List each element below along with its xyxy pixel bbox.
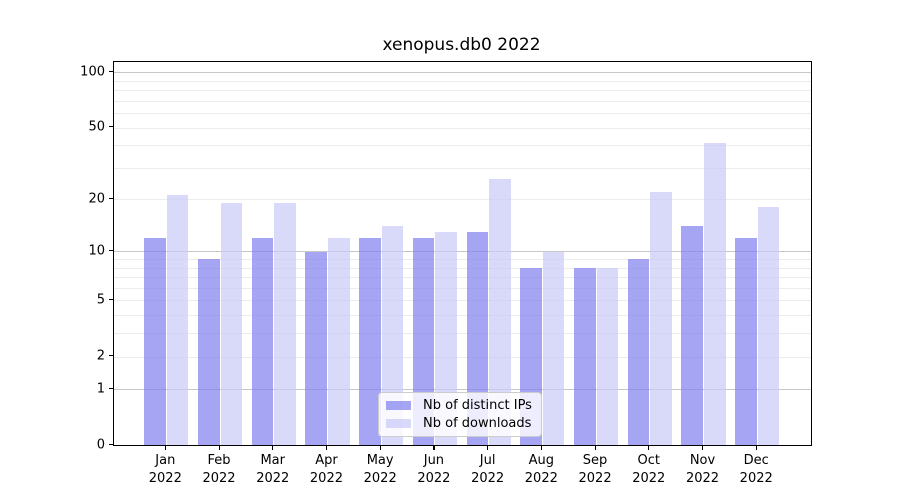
x-tick-label: Feb 2022 [202,453,236,487]
gridline-major [114,251,811,253]
bar-downloads [704,143,726,445]
plot-area [113,61,812,446]
bar-distinct-ips [735,238,757,445]
bar-distinct-ips [573,267,596,445]
gridline-minor [114,300,811,302]
x-tick-mark [433,445,435,450]
gridline-minor [114,100,811,102]
y-tick-label: 20 [88,191,105,207]
legend-swatch-downloads [386,419,411,428]
gridline-minor [114,127,811,129]
bar-distinct-ips [305,251,327,445]
y-tick-mark [109,355,113,357]
gridline-minor [114,80,811,82]
gridline-minor [114,277,811,279]
gridline-minor [114,113,811,115]
x-tick-label: Jun 2022 [417,453,451,487]
y-tick-mark [109,126,113,128]
bar-distinct-ips [144,238,166,445]
y-tick-label: 1 [96,381,105,397]
x-tick-mark [487,445,489,450]
gridline-minor [114,167,811,169]
x-tick-label: Sep 2022 [578,453,612,487]
gridline-minor [114,315,811,317]
y-tick-label: 100 [80,64,105,80]
bar-downloads [327,238,350,445]
bar-distinct-ips [627,259,650,445]
gridline-minor [114,199,811,201]
x-tick-label: Apr 2022 [309,453,343,487]
legend-item-distinct-ips: Nb of distinct IPs [386,398,534,413]
bar-downloads [596,267,619,445]
legend-item-downloads: Nb of downloads [386,416,534,431]
bar-distinct-ips [681,226,703,445]
bar-distinct-ips [466,232,489,445]
x-tick-mark [540,445,543,450]
x-tick-mark [755,445,757,450]
y-tick-label: 50 [88,119,105,135]
gridline-minor [114,267,811,269]
chart-title: xenopus.db0 2022 [382,35,541,55]
y-tick-mark [109,443,113,445]
x-tick-label: Aug 2022 [524,453,558,487]
y-tick-mark [109,249,113,252]
x-tick-label: Nov 2022 [685,453,720,487]
y-tick-mark [109,197,113,199]
gridline-minor [114,145,811,147]
x-tick-label: Dec 2022 [739,453,773,487]
bar-distinct-ips [197,259,220,445]
y-tick-label: 10 [88,243,105,259]
bar-downloads [220,203,243,445]
y-tick-mark [109,387,113,389]
bar-downloads [166,195,189,445]
x-tick-label: Mar 2022 [256,453,290,487]
y-tick-label: 5 [96,292,105,308]
x-tick-mark [594,445,596,450]
bar-downloads [757,207,780,445]
x-tick-mark [218,445,220,450]
bar-distinct-ips [251,238,274,445]
gridline-major [114,389,811,391]
bar-downloads [274,203,296,445]
x-tick-label: Jul 2022 [471,453,505,487]
x-tick-mark [702,445,704,450]
y-tick-label: 2 [96,348,105,364]
x-tick-mark [325,445,328,450]
x-tick-label: Oct 2022 [632,453,666,487]
gridline-minor [114,259,811,261]
gridline-minor [114,288,811,290]
gridline-major [114,72,811,74]
y-tick-label: 0 [96,437,105,453]
gridline-minor [114,356,811,358]
x-tick-mark [272,445,274,450]
bar-downloads [381,226,404,445]
legend: Nb of distinct IPs Nb of downloads [378,392,542,437]
legend-label-distinct-ips: Nb of distinct IPs [423,398,532,413]
legend-swatch-distinct-ips [386,401,411,410]
bar-downloads [650,191,672,445]
gridline-minor [114,333,811,335]
bar-downloads [489,178,511,445]
x-tick-label: May 2022 [363,453,397,487]
x-tick-mark [648,445,650,450]
bar-distinct-ips [359,238,381,445]
x-tick-mark [379,445,381,450]
legend-label-downloads: Nb of downloads [423,416,532,431]
bar-downloads [542,251,565,445]
y-tick-mark [109,70,113,72]
y-tick-mark [109,298,113,301]
x-tick-label: Jan 2022 [148,453,182,487]
gridline-minor [114,90,811,92]
bar-downloads [435,232,457,445]
x-tick-mark [164,445,166,450]
